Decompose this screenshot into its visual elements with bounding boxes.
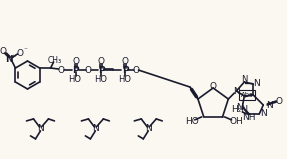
Text: CH₃: CH₃ (48, 55, 62, 65)
Text: P: P (122, 66, 129, 75)
Text: O: O (72, 57, 79, 66)
Text: N: N (145, 124, 152, 133)
Text: HO: HO (68, 75, 81, 83)
Text: N: N (37, 124, 44, 133)
Text: ·: · (224, 112, 227, 125)
Text: N: N (6, 55, 13, 64)
Text: O: O (98, 57, 105, 66)
Text: ·: · (199, 112, 203, 125)
Text: P: P (98, 66, 105, 75)
Text: Abs: Abs (241, 92, 254, 98)
Text: O: O (17, 48, 24, 58)
Text: O: O (276, 97, 283, 106)
Text: HO: HO (185, 117, 199, 126)
Text: HO: HO (118, 75, 131, 83)
Text: N: N (92, 124, 99, 133)
Text: N: N (253, 79, 260, 88)
Text: HO: HO (94, 75, 107, 83)
Text: N: N (233, 86, 240, 96)
Text: O: O (57, 66, 64, 75)
Text: N: N (260, 110, 267, 118)
Text: O: O (133, 66, 140, 75)
Text: O: O (84, 66, 91, 75)
Text: +: + (11, 54, 16, 59)
Text: N: N (266, 100, 273, 110)
Text: O: O (0, 47, 7, 55)
Text: ⁻: ⁻ (24, 46, 27, 55)
Text: N: N (241, 75, 247, 84)
Text: O: O (210, 83, 217, 91)
Text: NH: NH (243, 114, 256, 122)
Text: P: P (72, 66, 79, 75)
Text: H₂N: H₂N (231, 105, 248, 114)
Text: OH: OH (230, 117, 243, 126)
Text: O: O (122, 57, 129, 66)
Text: N: N (236, 103, 243, 111)
